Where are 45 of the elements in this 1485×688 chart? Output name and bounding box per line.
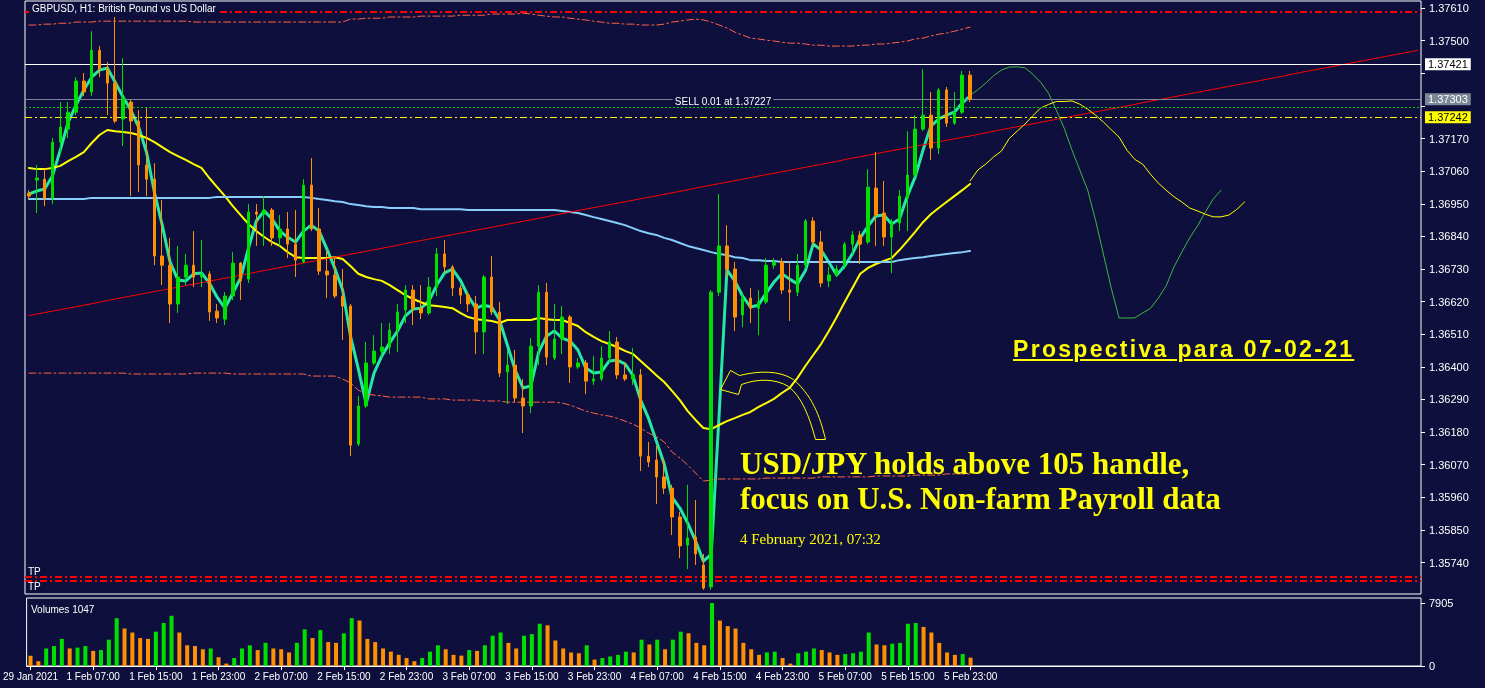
ref-line-label: 1.37303: [1428, 93, 1468, 106]
y-tick-label: 1.36840: [1429, 230, 1469, 243]
y-tick-label: 1.35850: [1429, 523, 1469, 536]
x-tick-label: 1 Feb 15:00: [129, 670, 183, 682]
x-tick-label: 1 Feb 23:00: [191, 670, 246, 682]
y-tick-label: 1.36400: [1429, 360, 1469, 373]
x-tick-label: 1 Feb 07:00: [66, 670, 121, 682]
y-tick-label: 7905: [1429, 596, 1454, 609]
text: Volumes 1047: [31, 603, 95, 615]
x-tick-label: 29 Jan 2021: [2, 670, 59, 682]
y-tick-label: 1.37610: [1429, 2, 1469, 15]
y-tick-label: 1.36730: [1429, 263, 1469, 276]
ref-line-label: SELL 0.01 at 1.37227: [674, 95, 772, 107]
annotation: Prospectiva para 07-02-21: [1013, 336, 1355, 363]
y-tick-label: 1.35960: [1429, 491, 1469, 504]
x-tick-label: 4 Feb 15:00: [693, 670, 748, 682]
ref-line-label: TP: [28, 565, 42, 577]
y-tick-label: 1.36950: [1429, 197, 1469, 210]
x-tick-label: 4 Feb 23:00: [755, 670, 810, 682]
y-tick-label: 1.36070: [1429, 458, 1469, 471]
x-tick-label: 3 Feb 23:00: [567, 670, 622, 682]
chart-title: GBPUSD, H1: British Pound vs US Dollar: [32, 2, 217, 14]
x-tick-label: 2 Feb 07:00: [254, 670, 309, 682]
y-tick-label: 1.37170: [1429, 132, 1469, 145]
y-tick-label: 1.36620: [1429, 295, 1469, 308]
ref-line-label: 1.37242: [1428, 111, 1468, 124]
annotation: 4 February 2021, 07:32: [740, 530, 881, 548]
y-tick-label: 1.36290: [1429, 393, 1469, 406]
y-tick-label: 1.36180: [1429, 426, 1469, 439]
y-tick-label: 1.36510: [1429, 328, 1469, 341]
x-tick-label: 3 Feb 07:00: [442, 670, 497, 682]
y-tick-label: 1.35740: [1429, 556, 1469, 569]
y-tick-label: 1.37500: [1429, 34, 1469, 47]
ref-line-label: TP: [28, 581, 42, 593]
x-tick-label: 2 Feb 15:00: [317, 670, 371, 682]
x-tick-label: 2 Feb 23:00: [379, 670, 434, 682]
x-tick-label: 5 Feb 07:00: [818, 670, 873, 682]
x-tick-label: 5 Feb 15:00: [881, 670, 936, 682]
x-tick-label: 5 Feb 23:00: [943, 670, 998, 682]
annotation: USD/JPY holds above 105 handle, focus on U.S. Non-farm Payroll data: [740, 446, 1222, 516]
x-tick-label: 4 Feb 07:00: [630, 670, 685, 682]
y-tick-label: 0: [1429, 660, 1436, 672]
y-tick-label: 1.37060: [1429, 165, 1469, 178]
ref-line-label: 1.37421: [1428, 58, 1468, 71]
x-tick-label: 3 Feb 15:00: [505, 670, 559, 682]
